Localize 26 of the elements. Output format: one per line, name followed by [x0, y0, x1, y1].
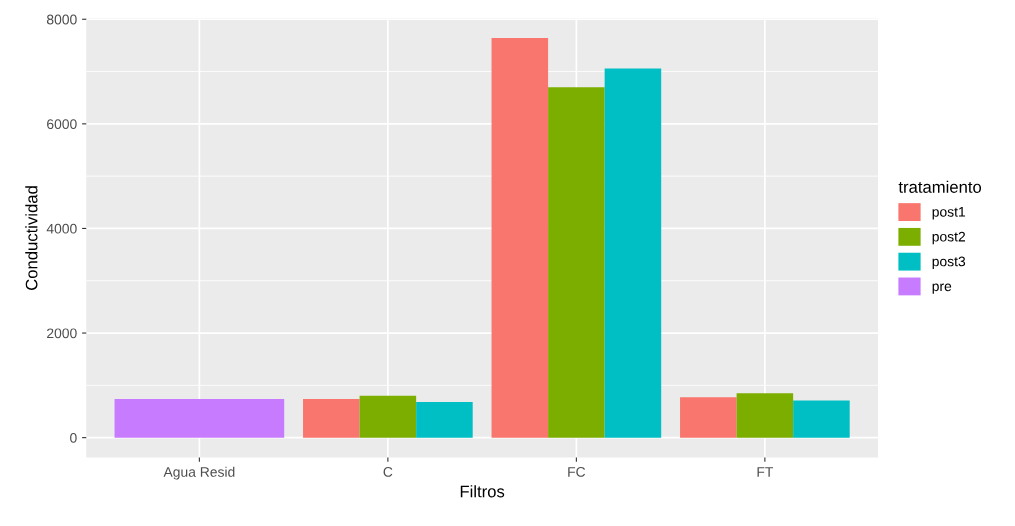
legend-label: pre	[932, 283, 952, 294]
bar	[604, 68, 662, 438]
legend-label: post1	[932, 207, 966, 220]
x-axis-title: Filtros	[460, 485, 505, 498]
bar	[114, 398, 285, 438]
x-tick-label: C	[383, 467, 393, 477]
y-axis-title: Conductividad	[25, 186, 38, 290]
bar	[416, 402, 473, 438]
y-tick-label: 8000	[46, 14, 77, 25]
bar	[736, 393, 794, 438]
legend-title: tratamiento	[898, 180, 982, 193]
bar	[548, 87, 605, 438]
x-tick-label: Agua Resid	[163, 466, 235, 480]
bar	[359, 395, 417, 438]
legend-label: post3	[932, 256, 966, 270]
bar	[680, 397, 737, 438]
x-tick-label: FT	[757, 467, 774, 477]
bar	[491, 38, 549, 438]
x-tick-label: FC	[568, 467, 586, 477]
legend-label: post2	[932, 231, 965, 245]
y-tick-label: 4000	[46, 223, 77, 234]
bar	[303, 398, 360, 438]
y-tick-label: 0	[70, 432, 77, 443]
bar	[793, 400, 850, 438]
y-tick-label: 6000	[47, 119, 77, 130]
y-tick-label: 2000	[47, 328, 77, 339]
